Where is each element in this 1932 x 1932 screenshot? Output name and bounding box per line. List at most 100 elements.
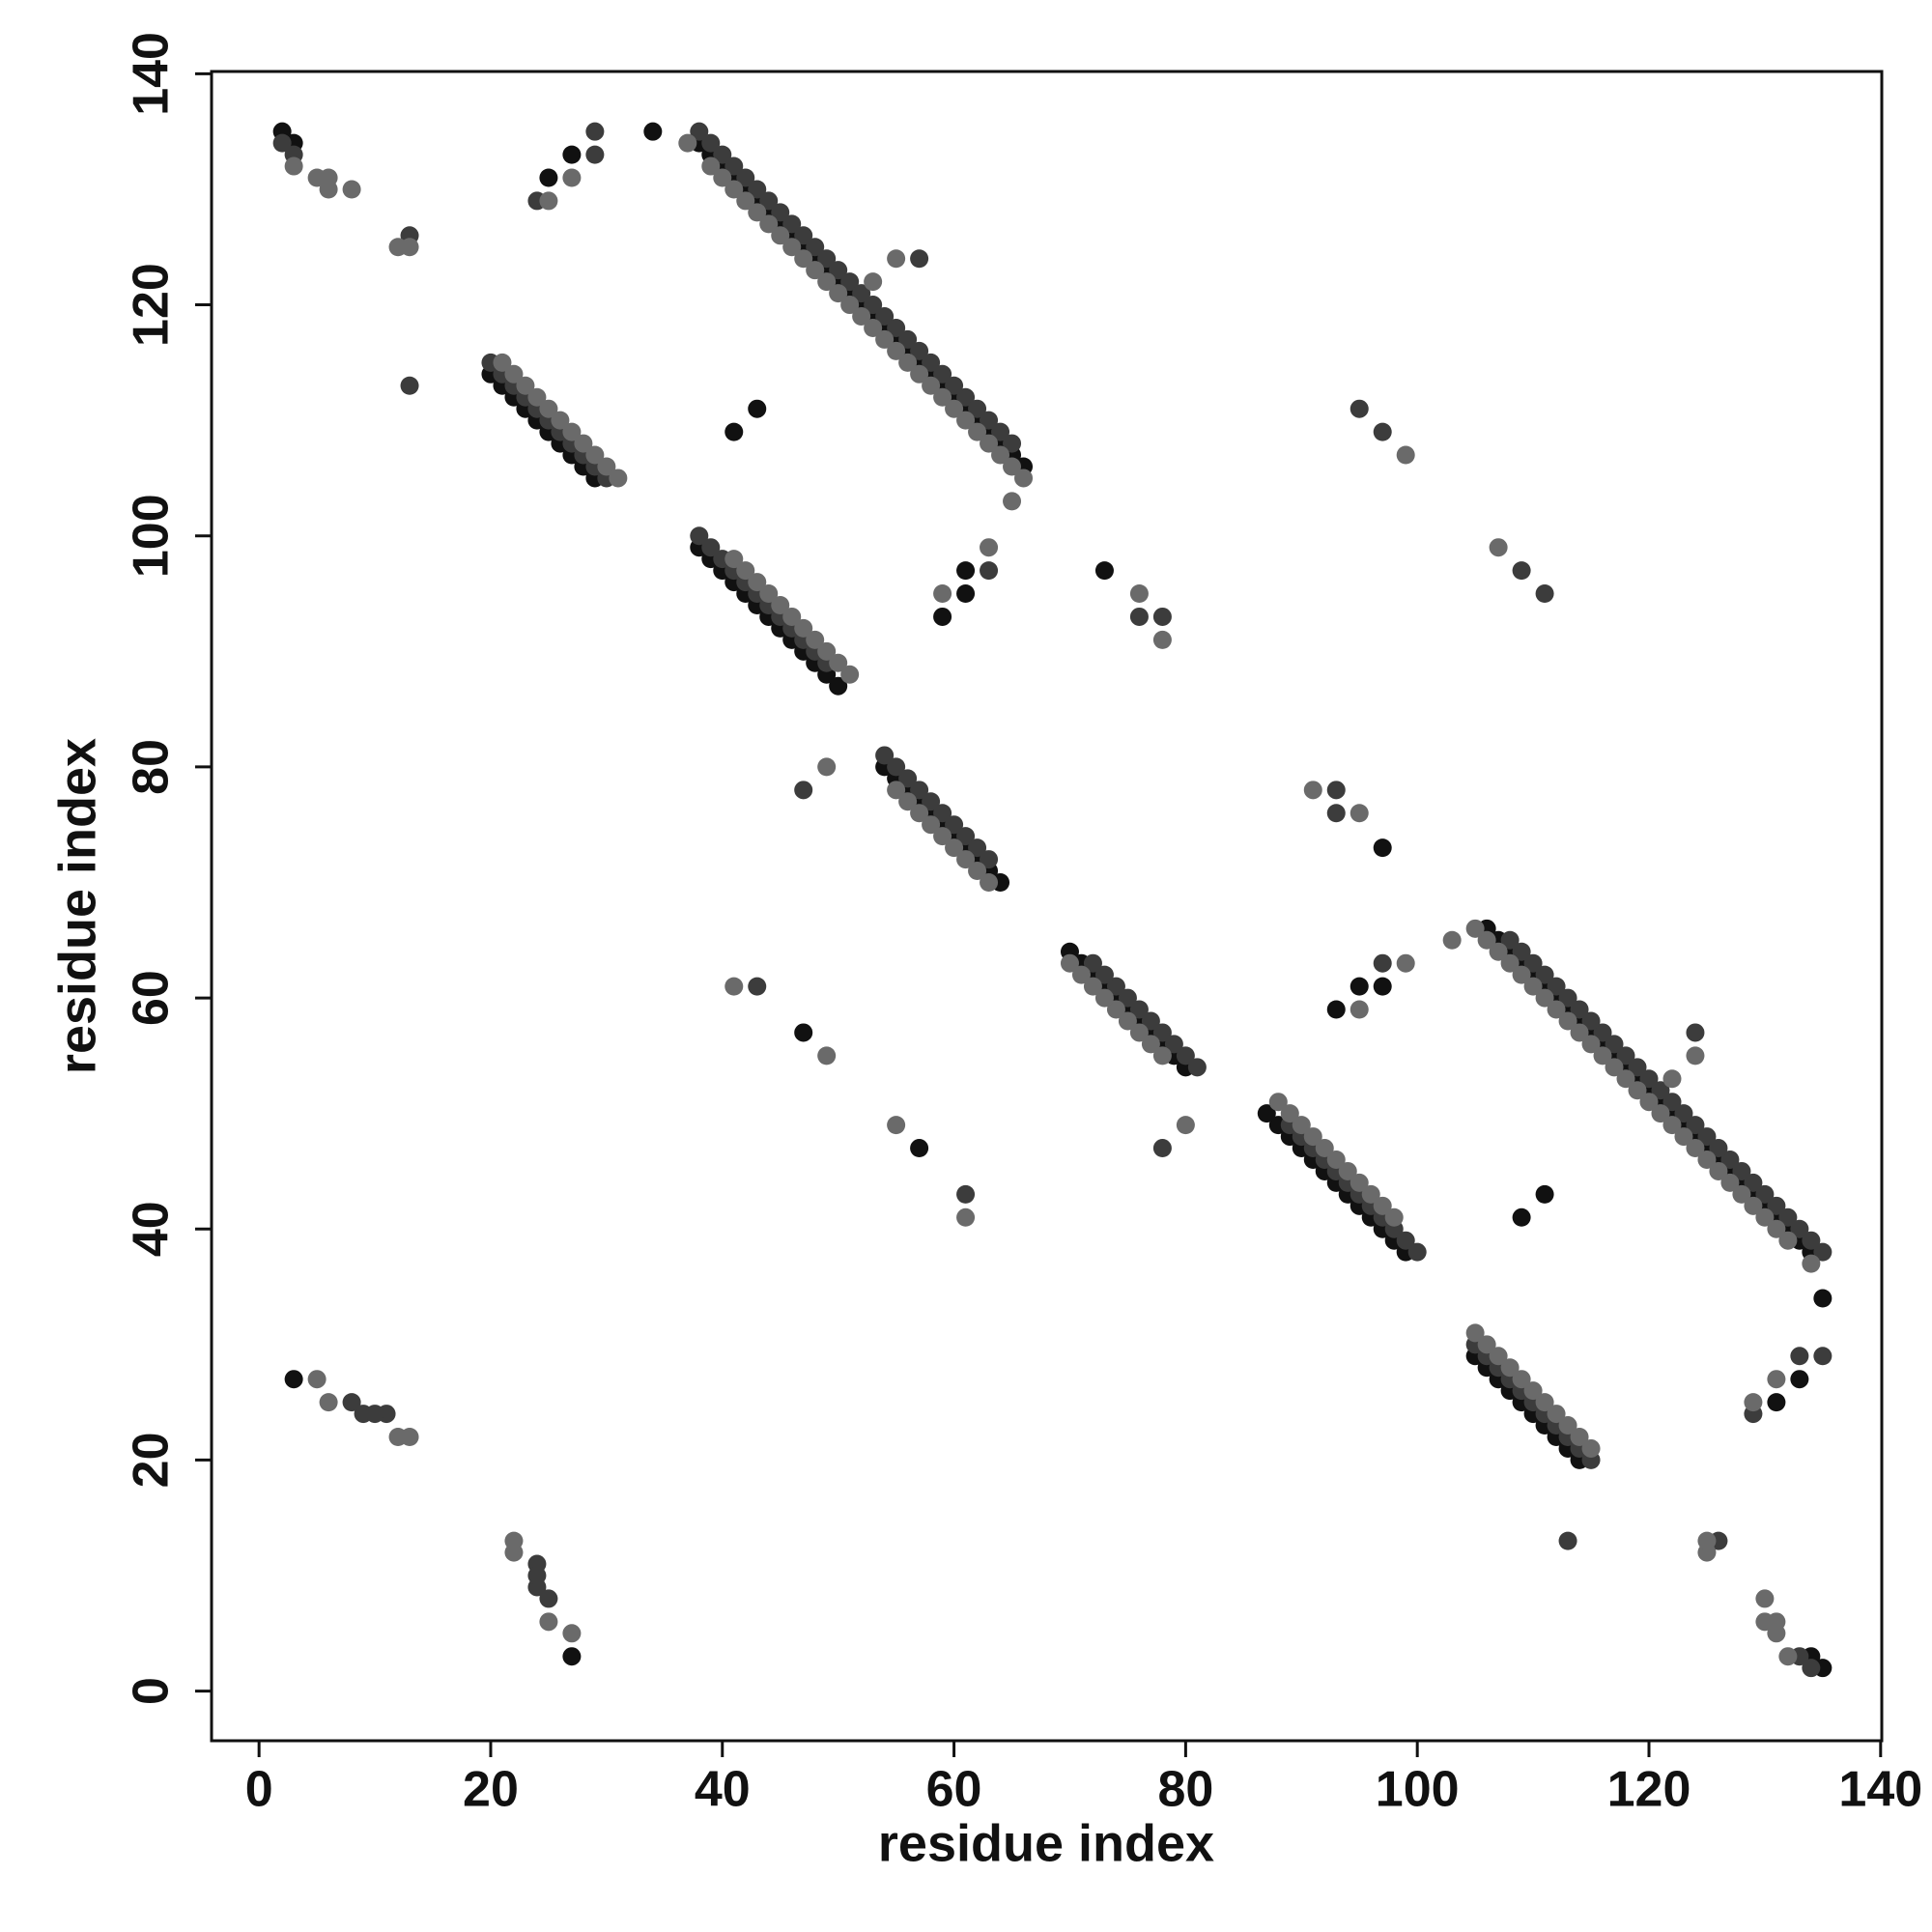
point — [933, 804, 952, 823]
point — [701, 538, 721, 557]
point — [724, 422, 744, 441]
point — [1744, 1173, 1763, 1192]
point — [1639, 1069, 1659, 1089]
point — [284, 1370, 303, 1389]
point — [1350, 977, 1369, 996]
point — [342, 1393, 361, 1412]
point — [1118, 1011, 1137, 1031]
point — [1152, 630, 1172, 649]
point — [1176, 1116, 1195, 1135]
x-tick-label: 140 — [1838, 1762, 1922, 1818]
point — [1547, 977, 1566, 996]
point — [1802, 1231, 1821, 1250]
point — [748, 203, 767, 222]
point — [910, 781, 929, 800]
point — [1686, 1116, 1705, 1135]
point — [1465, 1323, 1485, 1343]
point — [1686, 1139, 1705, 1158]
point — [724, 180, 744, 199]
point — [748, 977, 767, 996]
point — [1512, 965, 1531, 984]
point — [829, 653, 848, 672]
point — [690, 526, 709, 546]
point — [817, 1046, 837, 1065]
point — [1477, 1335, 1496, 1354]
point — [840, 272, 860, 292]
point — [771, 595, 790, 614]
point — [1732, 1161, 1751, 1180]
point — [1489, 538, 1508, 557]
point — [771, 226, 790, 245]
point — [956, 411, 976, 430]
point — [1558, 1531, 1577, 1550]
point — [1512, 1370, 1531, 1389]
point — [1512, 1208, 1531, 1227]
point — [806, 238, 825, 257]
point — [794, 1023, 813, 1042]
point — [1732, 1184, 1751, 1204]
point — [1489, 942, 1508, 961]
point — [806, 630, 825, 649]
point — [852, 307, 871, 327]
point — [748, 399, 767, 418]
point — [1581, 1011, 1601, 1031]
point — [539, 191, 558, 211]
point — [1465, 919, 1485, 938]
point — [1755, 1589, 1775, 1608]
point — [1003, 492, 1022, 511]
point — [1674, 1127, 1693, 1147]
point — [1813, 1347, 1833, 1366]
point — [1720, 1173, 1740, 1192]
point — [1605, 1035, 1624, 1054]
x-tick-label: 80 — [1157, 1762, 1213, 1818]
point — [574, 434, 593, 453]
point — [887, 341, 906, 360]
point — [910, 364, 929, 384]
point — [771, 203, 790, 222]
point — [980, 434, 999, 453]
point — [539, 168, 558, 187]
point — [1755, 1208, 1775, 1227]
point — [1697, 1531, 1717, 1550]
point — [1686, 1046, 1705, 1065]
point — [400, 238, 419, 257]
point — [1535, 965, 1554, 984]
y-tick-label: 80 — [124, 739, 180, 795]
point — [1303, 1127, 1322, 1147]
point — [1280, 1104, 1299, 1123]
point — [933, 387, 952, 407]
point — [736, 168, 755, 187]
point — [562, 168, 582, 187]
point — [562, 1647, 582, 1666]
point — [1709, 1161, 1728, 1180]
point — [1662, 1069, 1682, 1089]
point — [1176, 1046, 1195, 1065]
point — [1523, 1381, 1543, 1401]
point — [1547, 1405, 1566, 1424]
point — [782, 607, 802, 626]
point — [1268, 1093, 1288, 1112]
point — [898, 792, 918, 811]
point — [887, 757, 906, 777]
point — [527, 1566, 547, 1585]
point — [875, 307, 895, 327]
point — [864, 272, 883, 292]
point — [319, 180, 338, 199]
point — [922, 353, 941, 372]
point — [1373, 977, 1392, 996]
point — [1257, 1104, 1276, 1123]
point — [1477, 930, 1496, 950]
point — [1686, 1023, 1705, 1042]
point — [1802, 1659, 1821, 1678]
point — [1581, 1438, 1601, 1458]
point — [597, 457, 616, 476]
point — [1651, 1104, 1670, 1123]
x-tick-label: 20 — [463, 1762, 519, 1818]
point — [887, 781, 906, 800]
point — [1106, 1000, 1125, 1019]
point — [1535, 584, 1554, 604]
point — [1396, 953, 1415, 973]
point — [1187, 1058, 1207, 1077]
point — [875, 746, 895, 765]
